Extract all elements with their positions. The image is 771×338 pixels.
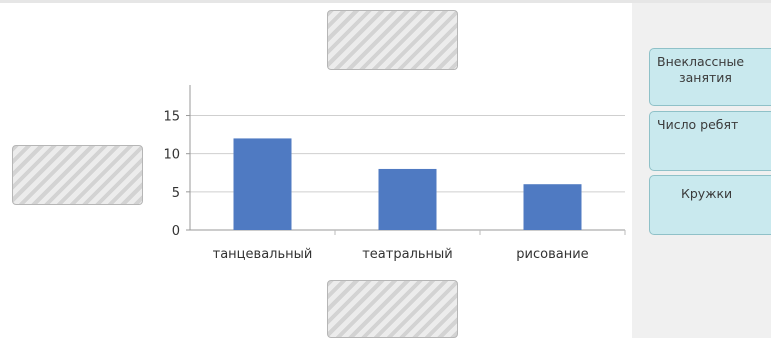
bar-chart-svg: 0 5 10 15 танцевальный театральный рисование — [163, 85, 626, 262]
answer-tiles-panel: Внеклассные занятия Число ребят Кружки — [632, 3, 771, 338]
bar — [233, 138, 292, 230]
y-tick-label: 5 — [172, 186, 180, 201]
drop-zone-x-axis-label[interactable] — [327, 280, 458, 338]
top-strip — [0, 0, 771, 3]
tile-label: Число ребят — [657, 117, 739, 132]
y-tick-label: 15 — [163, 110, 180, 125]
tile-number-of-children[interactable]: Число ребят — [649, 111, 771, 171]
x-category-label: танцевальный — [213, 247, 313, 262]
x-category-label: рисование — [516, 247, 588, 262]
tile-label-line1: Внеклассные — [657, 54, 745, 69]
drop-zone-chart-title[interactable] — [327, 10, 458, 70]
tile-label-line2: занятия — [679, 70, 732, 85]
bar-chart: 0 5 10 15 танцевальный театральный рисование — [140, 80, 630, 275]
tile-extracurricular-activities[interactable]: Внеклассные занятия — [649, 48, 771, 106]
y-tick-label: 10 — [163, 148, 180, 163]
drop-zone-y-axis-label[interactable] — [12, 145, 143, 205]
tile-label: Кружки — [681, 186, 733, 201]
bar — [378, 168, 437, 230]
tile-clubs[interactable]: Кружки — [649, 175, 771, 235]
bar — [523, 184, 582, 230]
x-category-label: театральный — [362, 247, 453, 262]
y-tick-label: 0 — [172, 224, 180, 239]
